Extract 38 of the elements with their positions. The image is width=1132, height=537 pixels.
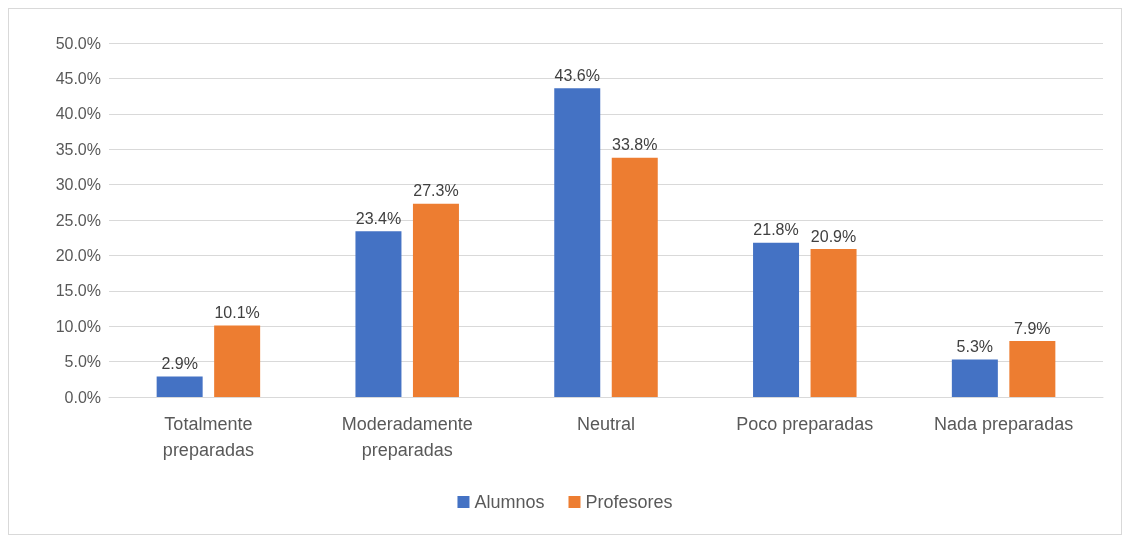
data-label: 7.9% (1014, 319, 1051, 337)
y-tick-label: 50.0% (55, 34, 101, 52)
bar (951, 359, 998, 397)
data-label: 43.6% (554, 66, 600, 84)
data-label: 33.8% (612, 136, 658, 154)
bar (214, 325, 261, 397)
y-tick-label: 20.0% (55, 246, 101, 264)
y-tick-label: 15.0% (55, 282, 101, 300)
y-tick-label: 45.0% (55, 69, 101, 87)
x-tick-label: Nada preparadas (934, 414, 1074, 434)
x-tick-label: Totalmente preparadas (162, 414, 254, 460)
y-tick-label: 5.0% (64, 353, 101, 371)
bar (412, 203, 459, 397)
bar (611, 157, 658, 397)
y-tick-label: 40.0% (55, 105, 101, 123)
bar (355, 231, 402, 397)
bar (810, 249, 857, 397)
x-tick-label: Neutral (576, 414, 636, 434)
bar (753, 242, 800, 397)
data-label: 21.8% (753, 221, 799, 239)
bar (554, 88, 601, 397)
bar (1009, 341, 1056, 397)
data-label: 5.3% (956, 337, 994, 355)
y-tick-label: 30.0% (55, 176, 101, 194)
y-tick-label: 10.0% (55, 317, 101, 335)
data-label: 20.9% (810, 227, 857, 245)
data-label: 10.1% (214, 303, 260, 321)
data-label: 27.3% (413, 182, 459, 200)
x-tick-label: Poco preparadas (736, 414, 874, 434)
x-tick-label: Moderadamente preparadas (341, 414, 473, 460)
bar (156, 376, 203, 397)
data-label: 23.4% (355, 209, 402, 227)
y-tick-label: 0.0% (64, 388, 101, 406)
y-tick-label: 35.0% (55, 140, 101, 158)
y-tick-label: 25.0% (55, 211, 101, 229)
data-label: 2.9% (161, 354, 198, 372)
legend-label: Alumnos (474, 492, 545, 512)
legend-label: Profesores (585, 492, 673, 512)
